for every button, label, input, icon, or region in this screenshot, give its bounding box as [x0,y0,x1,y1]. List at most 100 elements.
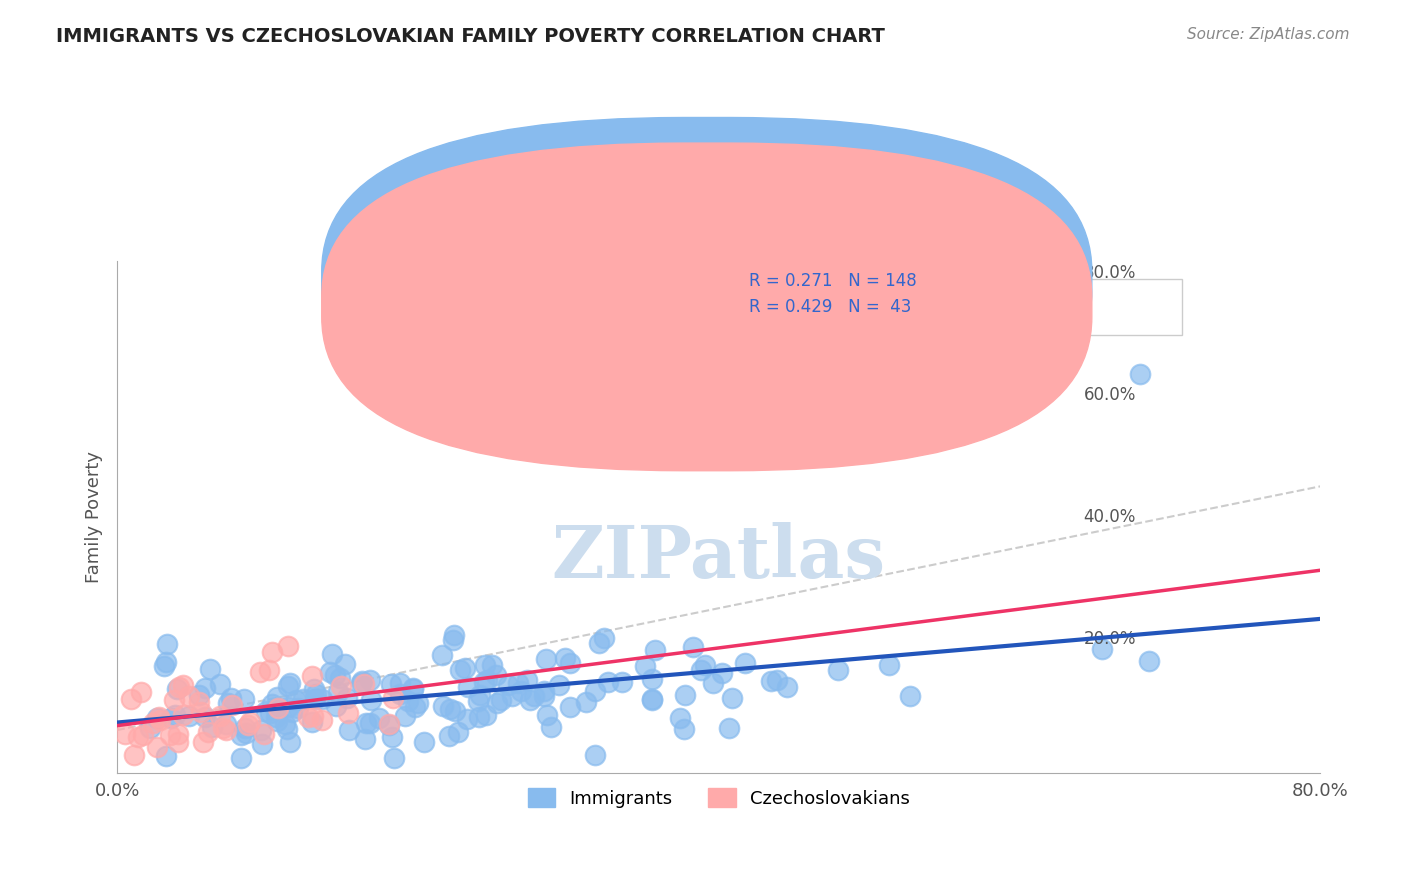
Text: 60.0%: 60.0% [1084,386,1136,404]
Point [898,689,921,703]
Point [467,694,489,708]
Point [264,710,287,724]
Point [336,690,359,705]
Point [510,684,533,698]
Point [217,696,239,710]
Point [148,710,170,724]
Point [163,693,186,707]
Point [381,731,404,745]
Point [690,663,713,677]
Point [444,704,467,718]
Point [193,735,215,749]
Point [352,673,374,688]
Point [321,648,343,662]
Point [394,708,416,723]
Point [382,690,405,705]
Point [277,700,299,714]
Point [266,714,288,728]
Point [301,714,323,729]
Point [287,701,309,715]
Point [353,732,375,747]
Point [641,672,664,686]
Point [404,699,426,714]
Point [311,713,333,727]
Point [396,694,419,708]
Point [329,672,352,686]
Point [536,708,558,723]
Point [588,636,610,650]
Point [554,650,576,665]
Point [201,720,224,734]
Point [472,675,495,690]
Point [501,689,523,703]
Point [413,735,436,749]
Point [208,709,231,723]
Point [368,711,391,725]
Point [172,678,194,692]
Point [278,676,301,690]
Point [229,728,252,742]
Point [301,669,323,683]
Point [682,640,704,654]
Point [456,712,478,726]
Point [474,707,496,722]
Point [519,693,541,707]
Point [877,657,900,672]
Point [146,710,169,724]
Point [644,642,666,657]
Point [593,632,616,646]
Point [1090,641,1112,656]
Point [188,695,211,709]
Text: IMMIGRANTS VS CZECHOSLOVAKIAN FAMILY POVERTY CORRELATION CHART: IMMIGRANTS VS CZECHOSLOVAKIAN FAMILY POV… [56,27,886,45]
Point [260,697,283,711]
Point [328,684,350,698]
Point [155,749,177,764]
Point [388,676,411,690]
Text: 80.0%: 80.0% [1084,264,1136,282]
Point [612,675,634,690]
Point [339,723,361,737]
Point [219,691,242,706]
Point [122,748,145,763]
Point [329,680,352,694]
Point [221,698,243,712]
Point [138,721,160,735]
Point [389,687,412,701]
Point [354,715,377,730]
Point [129,685,152,699]
Point [127,731,149,745]
Point [166,727,188,741]
Point [711,665,734,680]
Point [669,710,692,724]
Point [305,687,328,701]
Point [695,657,717,672]
FancyBboxPatch shape [665,279,1182,335]
Point [277,679,299,693]
Point [765,673,787,687]
Point [1129,367,1152,381]
Point [454,661,477,675]
Point [496,678,519,692]
Point [439,729,461,743]
Point [197,725,219,739]
Point [249,665,271,679]
Point [233,721,256,735]
Point [673,722,696,736]
Point [160,711,183,725]
Point [267,701,290,715]
Point [449,663,471,677]
Point [159,728,181,742]
Point [560,699,582,714]
Point [443,628,465,642]
Point [718,721,741,735]
Point [319,665,342,680]
Point [353,676,375,690]
Point [583,684,606,698]
Point [457,681,479,695]
Point [236,718,259,732]
Point [540,720,562,734]
Point [145,739,167,754]
Point [360,693,382,707]
Point [254,704,277,718]
Point [534,651,557,665]
